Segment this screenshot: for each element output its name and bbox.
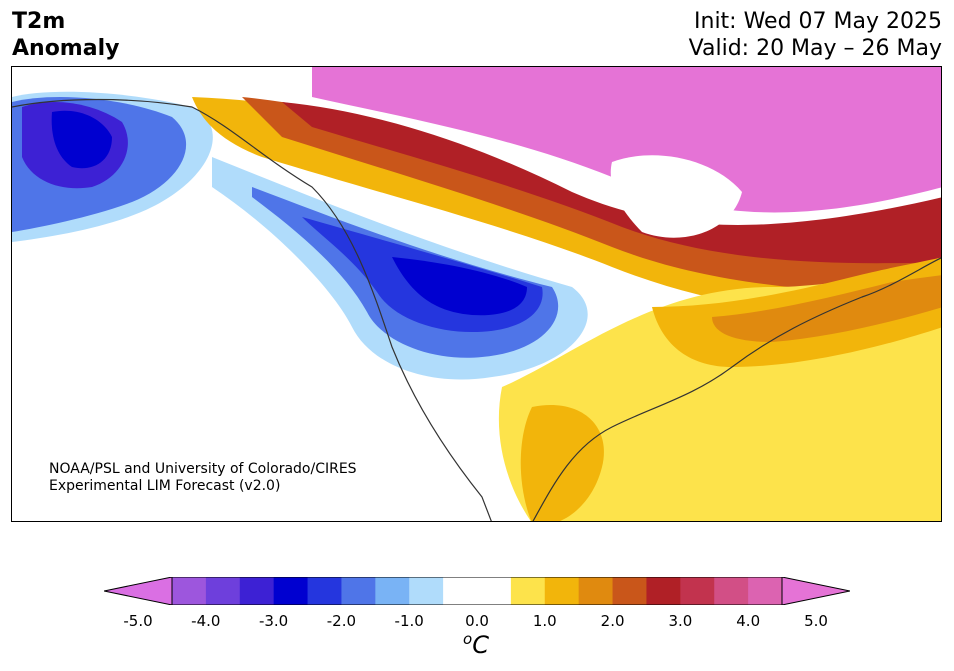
anomaly-map-graphic xyxy=(12,67,941,521)
title-line-1: T2m xyxy=(12,9,66,34)
coastline xyxy=(12,98,941,521)
init-date: Init: Wed 07 May 2025 xyxy=(694,9,942,34)
credit-line-2: Experimental LIM Forecast (v2.0) xyxy=(49,478,281,494)
colorbar-tick-label: -4.0 xyxy=(191,612,221,630)
colorbar-cell xyxy=(714,577,749,605)
colorbar-tick-label: -5.0 xyxy=(123,612,153,630)
west-cold-peak xyxy=(392,257,527,316)
arctic-warm-region xyxy=(312,67,941,213)
title-line-2: Anomaly xyxy=(12,36,120,61)
colorbar-cell xyxy=(510,577,546,605)
colorbar-tick-label: 1.0 xyxy=(532,612,557,630)
colorbar xyxy=(104,577,850,605)
colorbar-border xyxy=(171,577,783,605)
colorbar-cell xyxy=(239,577,275,605)
colorbar-cell xyxy=(578,577,614,605)
credit-line-1: NOAA/PSL and University of Colorado/CIRE… xyxy=(49,461,357,477)
colorbar-tick-label: -2.0 xyxy=(326,612,357,630)
colorbar-cell xyxy=(443,577,478,605)
colorbar-cell xyxy=(172,577,207,605)
colorbar-tick-label: -3.0 xyxy=(258,612,289,630)
alaska-cold-peak xyxy=(51,110,112,169)
east-warm-core xyxy=(712,275,941,342)
south-warm-mid xyxy=(520,405,604,521)
forecast-dates: Init: Wed 07 May 2025 Valid: 20 May – 26… xyxy=(689,8,942,62)
hudson-bay-water xyxy=(610,155,742,238)
colorbar-unit: oC xyxy=(463,630,489,659)
colorbar-tick-label: 2.0 xyxy=(600,612,625,630)
colorbar-cell xyxy=(205,577,241,605)
colorbar-cell xyxy=(544,577,580,605)
canada-warm-band-core xyxy=(282,102,941,264)
colorbar-right-arrow xyxy=(781,577,850,605)
colorbar-cell xyxy=(646,577,681,605)
colorbar-tick-label: -1.0 xyxy=(394,612,424,630)
colorbar-tick-label: 4.0 xyxy=(736,612,761,630)
colorbar-tick-label: 0.0 xyxy=(465,612,489,630)
colorbar-cell xyxy=(477,577,512,605)
colorbar-left-arrow xyxy=(104,577,173,605)
colorbar-tick-label: 5.0 xyxy=(804,612,828,630)
anomaly-map: NOAA/PSL and University of Colorado/CIRE… xyxy=(11,66,942,522)
colorbar-cell xyxy=(307,577,342,605)
colorbar-cell xyxy=(273,577,309,605)
colorbar-cell xyxy=(680,577,715,605)
colorbar-cell xyxy=(409,577,444,605)
colorbar-tick-label: 3.0 xyxy=(668,612,693,630)
map-title: T2m Anomaly xyxy=(12,8,119,62)
colorbar-cell xyxy=(612,577,647,605)
colorbar-cell xyxy=(375,577,410,605)
colorbar-cell xyxy=(341,577,376,605)
valid-dates: Valid: 20 May – 26 May xyxy=(688,36,942,61)
colorbar-cell xyxy=(748,577,783,605)
